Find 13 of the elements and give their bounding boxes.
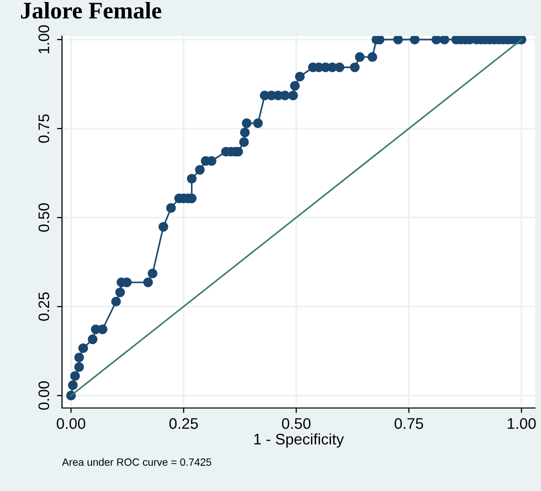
x-tick-label: 0.00 [56, 418, 86, 429]
x-tick-label: 1.00 [508, 418, 536, 429]
y-tick-label: 0.50 [38, 203, 50, 232]
x-tick-label: 0.50 [282, 418, 311, 429]
y-tick-label: 0.25 [38, 292, 50, 321]
text: Area under ROC curve = 0.7425 [62, 458, 212, 466]
y-tick-label: 0.00 [38, 381, 50, 410]
x-tick-label: 0.75 [394, 418, 424, 429]
y-tick-label: 0.75 [38, 114, 50, 143]
y-tick-label: 1.00 [38, 25, 50, 54]
x-tick-label: 0.25 [169, 418, 198, 429]
chart-title: Jalore Female [21, 2, 162, 19]
x-axis-title: 1 - Specificity [254, 433, 344, 448]
